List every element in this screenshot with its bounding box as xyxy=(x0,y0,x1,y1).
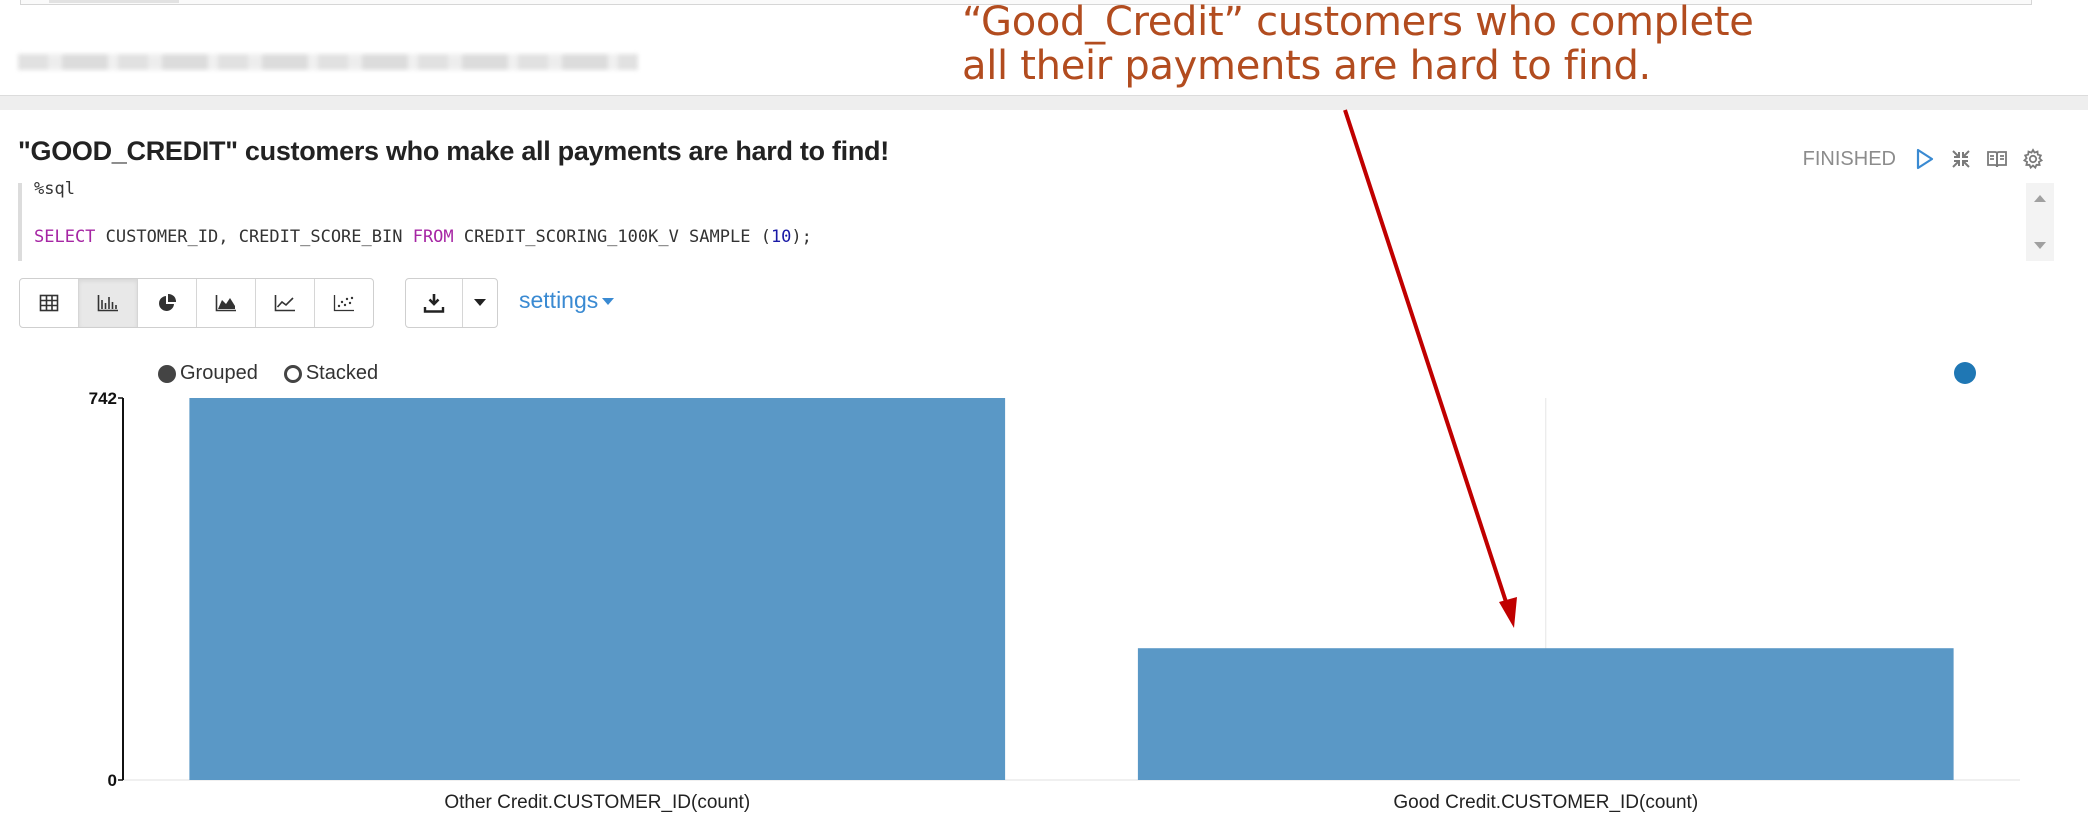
grouped-option[interactable]: Grouped xyxy=(158,362,258,385)
legend-series-dot[interactable] xyxy=(1954,362,1976,384)
caret-down-icon xyxy=(474,299,486,306)
bar-chart-button[interactable] xyxy=(79,279,138,327)
annotation-line-1: “Good_Credit” customers who complete xyxy=(962,0,1754,45)
annotation-arrowhead xyxy=(1499,597,1517,628)
download-toolbar xyxy=(405,278,498,328)
status-label: FINISHED xyxy=(1802,147,1896,170)
line-chart-button[interactable] xyxy=(256,279,315,327)
pie-chart-button[interactable] xyxy=(138,279,197,327)
settings-dropdown[interactable]: settings xyxy=(519,287,615,314)
area-chart-button[interactable] xyxy=(197,279,256,327)
table-icon xyxy=(39,294,59,312)
radio-selected-icon xyxy=(158,364,176,383)
code-token: ); xyxy=(791,227,812,247)
scatter-chart-icon xyxy=(333,295,354,312)
download-button[interactable] xyxy=(406,279,463,327)
y-tick-label: 742 xyxy=(89,389,117,408)
run-icon[interactable] xyxy=(1912,146,1938,172)
stacked-option[interactable]: Stacked xyxy=(283,362,379,385)
code-token: FROM xyxy=(412,227,454,247)
bar xyxy=(189,398,1006,780)
code-text[interactable]: %sql SELECT CUSTOMER_ID, CREDIT_SCORE_BI… xyxy=(22,179,2054,383)
x-tick-label: Good Credit.CUSTOMER_ID(count) xyxy=(1393,792,1698,813)
x-tick-label: Other Credit.CUSTOMER_ID(count) xyxy=(444,792,750,813)
code-token: SELECT xyxy=(34,227,96,247)
download-icon xyxy=(423,294,445,313)
settings-label: settings xyxy=(519,287,599,313)
radio-unselected-icon xyxy=(283,364,302,383)
blurred-text xyxy=(18,54,638,70)
area-chart-icon xyxy=(215,295,236,312)
scroll-up-icon[interactable] xyxy=(2034,195,2046,202)
annotation-line-2: all their payments are hard to find. xyxy=(962,43,1651,89)
line-chart-icon xyxy=(274,295,295,312)
paragraph-separator xyxy=(0,95,2088,110)
annotation-callout: “Good_Credit” customers who complete all… xyxy=(962,0,1782,88)
editor-scrollbar[interactable] xyxy=(2026,183,2054,261)
pie-chart-icon xyxy=(159,293,177,311)
bar xyxy=(1137,648,1954,780)
annotation-arrow-line xyxy=(1343,109,1510,609)
paragraph-controls: FINISHED xyxy=(1803,146,2046,172)
table-view-button[interactable] xyxy=(20,279,79,327)
stacked-label: Stacked xyxy=(305,362,379,384)
code-line-1: %sql xyxy=(34,179,75,199)
download-options-button[interactable] xyxy=(463,279,497,327)
code-token: CREDIT_SCORING_100K_V SAMPLE ( xyxy=(453,227,771,247)
scroll-down-icon[interactable] xyxy=(2034,242,2046,249)
grouped-label: Grouped xyxy=(180,362,258,384)
chart-mode-options: Grouped Stacked xyxy=(158,362,378,385)
bar-chart-icon xyxy=(97,295,118,312)
scatter-chart-button[interactable] xyxy=(315,279,373,327)
chevron-down-icon xyxy=(602,298,615,306)
code-token: 10 xyxy=(770,227,792,247)
previous-paragraph-tab xyxy=(49,0,179,3)
code-line-2: SELECT CUSTOMER_ID, CREDIT_SCORE_BIN FRO… xyxy=(34,225,812,249)
code-token: CUSTOMER_ID, CREDIT_SCORE_BIN xyxy=(95,227,413,247)
gear-icon[interactable] xyxy=(2020,146,2046,172)
paragraph-title[interactable]: "GOOD_CREDIT" customers who make all pay… xyxy=(18,136,889,166)
code-editor[interactable]: %sql SELECT CUSTOMER_ID, CREDIT_SCORE_BI… xyxy=(18,179,2054,261)
book-icon[interactable] xyxy=(1984,146,2010,172)
previous-paragraph-frame xyxy=(20,0,2032,5)
visualization-toolbar xyxy=(19,278,374,328)
collapse-icon[interactable] xyxy=(1948,146,1974,172)
y-tick-label: 0 xyxy=(108,771,117,790)
